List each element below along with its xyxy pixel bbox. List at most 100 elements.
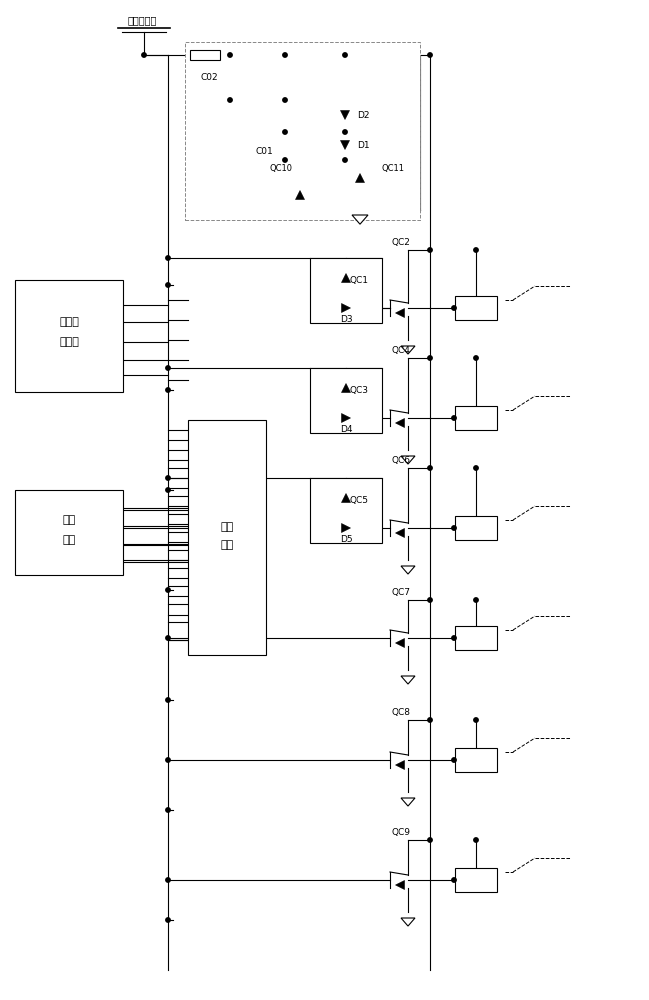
Text: 控制器: 控制器 [59,337,79,347]
Polygon shape [401,346,415,354]
Text: 微处: 微处 [221,522,234,532]
Text: 通讯: 通讯 [62,515,76,525]
Circle shape [474,466,478,470]
Circle shape [428,53,432,57]
Polygon shape [395,880,404,890]
Polygon shape [341,414,350,422]
Polygon shape [395,760,404,770]
Text: QC7: QC7 [392,587,411,596]
Circle shape [452,526,456,530]
Bar [188,420,266,655]
Circle shape [228,53,232,57]
Circle shape [452,636,456,640]
Polygon shape [341,524,350,532]
Circle shape [452,416,456,420]
Circle shape [165,488,170,492]
Circle shape [428,356,432,360]
Polygon shape [395,528,404,538]
Polygon shape [341,383,350,392]
Circle shape [428,248,432,252]
Circle shape [428,838,432,842]
Text: QC3: QC3 [350,385,369,394]
Circle shape [283,53,288,57]
Text: QC4: QC4 [392,346,411,355]
Circle shape [141,53,146,57]
Polygon shape [295,190,304,200]
Text: 电池包: 电池包 [59,317,79,327]
Bar [455,748,497,772]
Circle shape [165,283,170,287]
Circle shape [165,808,170,812]
Bar [310,478,382,543]
Circle shape [228,98,232,102]
Polygon shape [395,418,404,428]
Bar [310,258,382,323]
Circle shape [283,130,288,134]
Circle shape [283,158,288,162]
Text: D2: D2 [357,110,369,119]
Bar [455,296,497,320]
Text: D5: D5 [339,536,352,544]
Text: QC1: QC1 [350,275,369,284]
Circle shape [165,918,170,922]
Text: 理器: 理器 [221,540,234,550]
Circle shape [474,718,478,722]
Circle shape [165,366,170,370]
Circle shape [474,356,478,360]
Circle shape [474,248,478,252]
Polygon shape [352,215,368,224]
Circle shape [343,158,347,162]
Polygon shape [401,918,415,926]
Circle shape [165,758,170,762]
Bar [455,516,497,540]
Text: 蓄电池正极: 蓄电池正极 [128,15,157,25]
Bar [185,42,420,220]
Text: QC9: QC9 [392,828,411,836]
Circle shape [343,130,347,134]
Bar [310,368,382,433]
Circle shape [428,718,432,722]
Text: C02: C02 [201,74,218,83]
Circle shape [165,878,170,882]
Polygon shape [341,304,350,312]
Polygon shape [401,676,415,684]
Circle shape [165,476,170,480]
Circle shape [343,53,347,57]
Circle shape [452,758,456,762]
Text: D3: D3 [339,316,352,324]
Bar [190,50,220,60]
Circle shape [283,98,288,102]
Circle shape [165,588,170,592]
Circle shape [165,256,170,260]
Text: D4: D4 [339,426,352,434]
Text: D1: D1 [357,140,370,149]
Bar [455,868,497,892]
Circle shape [474,838,478,842]
Bar [455,626,497,650]
Polygon shape [341,493,350,502]
Bar [15,490,123,575]
Text: QC5: QC5 [350,495,369,504]
Text: C01: C01 [255,147,273,156]
Polygon shape [356,174,365,182]
Text: QC10: QC10 [269,163,292,172]
Circle shape [474,598,478,602]
Text: 模块: 模块 [62,535,76,545]
Circle shape [165,698,170,702]
Circle shape [428,466,432,470]
Text: QC6: QC6 [392,456,411,464]
Polygon shape [395,308,404,318]
Bar [15,280,123,392]
Bar [455,406,497,430]
Polygon shape [341,140,350,149]
Polygon shape [341,273,350,282]
Circle shape [165,388,170,392]
Polygon shape [401,456,415,464]
Circle shape [452,878,456,882]
Polygon shape [341,110,350,119]
Polygon shape [401,566,415,574]
Text: QC11: QC11 [382,163,405,172]
Circle shape [452,306,456,310]
Circle shape [165,636,170,640]
Polygon shape [395,639,404,648]
